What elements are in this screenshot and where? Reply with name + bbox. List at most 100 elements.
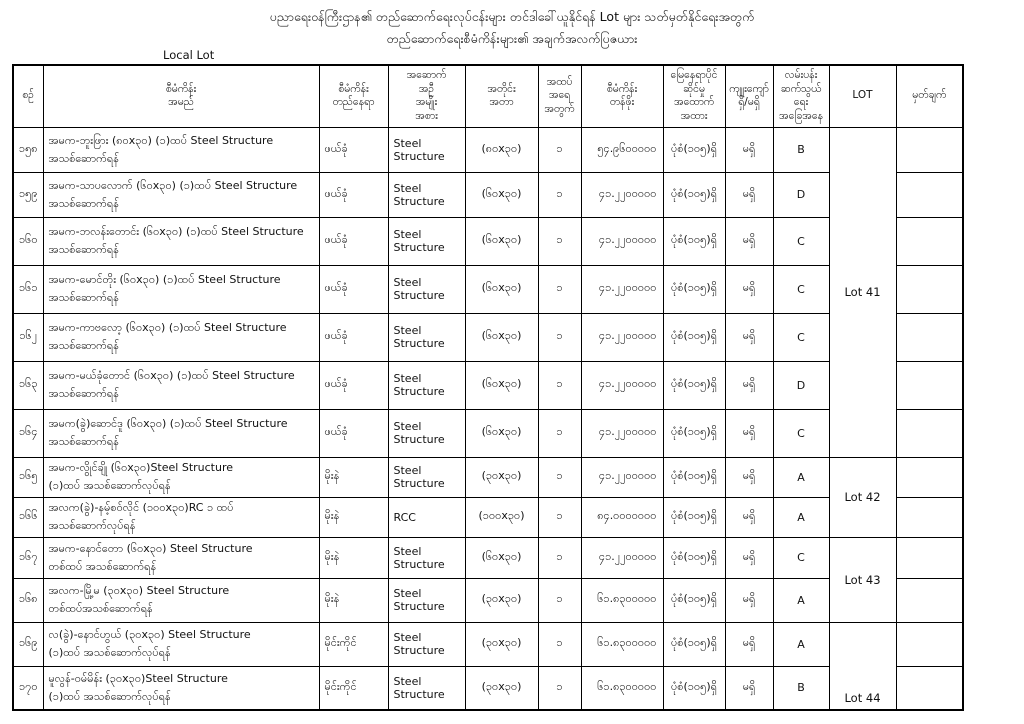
col-header-remark: မှတ်ချက် xyxy=(895,64,964,128)
cell-project-value: ၄၁.၂၂၀၀၀၀၀ xyxy=(580,536,664,579)
cell-road-condition: A xyxy=(772,456,830,498)
cell-project-name: လ(ခွဲ)-နောင်ဟွယ် (၃၀x၃၀) Steel Structure… xyxy=(42,621,320,667)
cell-road-condition: A xyxy=(772,577,830,623)
cell-project-name: အလက(ခွဲ)-နမ့်စဝ်လိုင် (၁၀၀x၃၀)RC ၁ ထပ် အ… xyxy=(42,496,320,538)
cell-remark xyxy=(895,360,964,410)
cell-encroachment: မရှိ xyxy=(724,312,774,362)
cell-project-name: အလက-မြို့မ (၃၀x၃၀) Steel Structure တစ်ထပ… xyxy=(42,577,320,623)
cell-land-ownership: ပုံစံ(၁၀၅)ရှိ xyxy=(662,665,726,711)
cell-project-name: မူလွန်-ဝမ်မိန်း (၃၀x၃၀)Steel Structure (… xyxy=(42,665,320,711)
cell-lot: Lot 41 xyxy=(828,126,897,458)
cell-road-condition: D xyxy=(772,360,830,410)
cell-road-condition: C xyxy=(772,264,830,314)
table-row: ၁၆၅ အမက-လွိုင်ချို (၆၀x၃၀)Steel Structure… xyxy=(12,456,964,538)
cell-dimension: (၃၀x၃၀) xyxy=(464,456,539,498)
cell-floor-count: ၁ xyxy=(537,360,582,410)
cell-lot: Lot 42 xyxy=(828,456,897,538)
cell-building-type: Steel Structure xyxy=(387,126,466,173)
cell-remark xyxy=(895,216,964,266)
cell-dimension: (၆၀x၃၀) xyxy=(464,408,539,458)
cell-land-ownership: ပုံစံ(၁၀၅)ရှိ xyxy=(662,577,726,623)
cell-building-type: Steel Structure xyxy=(387,408,466,458)
col-header-location: စီမံကိန်း တည်နေရာ xyxy=(318,64,389,128)
cell-dimension: (၃၀x၃၀) xyxy=(464,665,539,711)
cell-project-name: အမက-သာပလောက် (၆၀x၃၀) (၁)ထပ် Steel Struct… xyxy=(42,171,320,218)
cell-dimension: (၈၀x၃၀) xyxy=(464,126,539,173)
cell-floor-count: ၁ xyxy=(537,126,582,173)
cell-lot: Lot 44 xyxy=(828,621,897,711)
cell-lot: Lot 43 xyxy=(828,536,897,623)
cell-building-type: Steel Structure xyxy=(387,665,466,711)
cell-land-ownership: ပုံစံ(၁၀၅)ရှိ xyxy=(662,456,726,498)
cell-encroachment: မရှိ xyxy=(724,665,774,711)
col-header-project-value: စီမံကိန်း တန်ဖိုး xyxy=(580,64,664,128)
cell-project-value: ၅၄.၉၆၀၀၀၀၀ xyxy=(580,126,664,173)
cell-serial-no: ၁၆၅ xyxy=(12,456,44,498)
cell-building-type: Steel Structure xyxy=(387,536,466,579)
table-row: ၁၆၈ အလက-မြို့မ (၃၀x၃၀) Steel Structure တစ… xyxy=(12,577,964,623)
cell-road-condition: B xyxy=(772,126,830,173)
cell-floor-count: ၁ xyxy=(537,408,582,458)
col-header-road-condition: လမ်းပန်း ဆက်သွယ် ရေး အခြေအနေ xyxy=(772,64,830,128)
cell-project-value: ၈၄.၀၀၀၀၀၀၀ xyxy=(580,496,664,538)
table-row: ၁၅၉ အမက-သာပလောက် (၆၀x၃၀) (၁)ထပ် Steel Str… xyxy=(12,171,964,218)
local-lot-label: Local Lot xyxy=(163,48,215,62)
cell-project-value: ၄၁.၂၂၀၀၀၀၀ xyxy=(580,360,664,410)
cell-location: မိုးနဲ xyxy=(318,456,389,498)
cell-encroachment: မရှိ xyxy=(724,126,774,173)
cell-location: မိုးနဲ xyxy=(318,536,389,579)
cell-project-value: ၄၁.၂၂၀၀၀၀၀ xyxy=(580,171,664,218)
cell-land-ownership: ပုံစံ(၁၀၅)ရှိ xyxy=(662,126,726,173)
cell-dimension: (၆၀x၃၀) xyxy=(464,360,539,410)
cell-serial-no: ၁၇၀ xyxy=(12,665,44,711)
col-header-lot: LOT xyxy=(828,64,897,128)
cell-encroachment: မရှိ xyxy=(724,496,774,538)
cell-project-name: အမက(ခွဲ)ဆောင်ဒူ (၆၀x၃၀) (၁)ထပ် Steel Str… xyxy=(42,408,320,458)
cell-remark xyxy=(895,496,964,538)
cell-location: ဖယ်ခုံ xyxy=(318,360,389,410)
cell-project-name: အမက-မောင်တိုး (၆၀x၃၀) (၁)ထပ် Steel Struc… xyxy=(42,264,320,314)
cell-serial-no: ၁၆၇ xyxy=(12,536,44,579)
cell-encroachment: မရှိ xyxy=(724,171,774,218)
table-row: ၁၆၆ အလက(ခွဲ)-နမ့်စဝ်လိုင် (၁၀၀x၃၀)RC ၁ ထပ… xyxy=(12,496,964,538)
cell-encroachment: မရှိ xyxy=(724,360,774,410)
cell-road-condition: A xyxy=(772,621,830,667)
cell-dimension: (၆၀x၃၀) xyxy=(464,264,539,314)
cell-project-value: ၆၁.၈၃၀၀၀၀၀ xyxy=(580,621,664,667)
cell-dimension: (၁၀၀x၃၀) xyxy=(464,496,539,538)
projects-table-body: ၁၅၈ အမက-ဘူးဖြား (၈၀x၃၀) (၁)ထပ် Steel Stru… xyxy=(12,126,964,711)
table-row: ၁၆၇ အမက-နောင်တော (၆၀x၃၀) Steel Structure … xyxy=(12,536,964,623)
cell-floor-count: ၁ xyxy=(537,496,582,538)
cell-floor-count: ၁ xyxy=(537,171,582,218)
cell-floor-count: ၁ xyxy=(537,216,582,266)
cell-location: ဖယ်ခုံ xyxy=(318,171,389,218)
cell-serial-no: ၁၆၉ xyxy=(12,621,44,667)
cell-road-condition: C xyxy=(772,312,830,362)
cell-remark xyxy=(895,536,964,579)
table-row: ၁၆၁ အမက-မောင်တိုး (၆၀x၃၀) (၁)ထပ် Steel St… xyxy=(12,264,964,314)
cell-land-ownership: ပုံစံ(၁၀၅)ရှိ xyxy=(662,536,726,579)
cell-land-ownership: ပုံစံ(၁၀၅)ရှိ xyxy=(662,408,726,458)
cell-building-type: Steel Structure xyxy=(387,621,466,667)
cell-project-name: အမက-ဘလန်းတောင်း (၆၀x၃၀) (၁)ထပ် Steel Str… xyxy=(42,216,320,266)
col-header-land-ownership: မြေနေရာပိုင် ဆိုင်မှု အထောက် အထား xyxy=(662,64,726,128)
col-header-encroachment: ကျူးကျော် ရှိ/မရှိ xyxy=(724,64,774,128)
cell-serial-no: ၁၆၈ xyxy=(12,577,44,623)
cell-building-type: Steel Structure xyxy=(387,264,466,314)
cell-dimension: (၆၀x၃၀) xyxy=(464,171,539,218)
document-title: ပညာရေးဝန်ကြီးဌာန၏ တည်ဆောက်ရေးလုပ်ငန်းမျာ… xyxy=(0,6,1024,50)
cell-building-type: Steel Structure xyxy=(387,171,466,218)
cell-remark xyxy=(895,665,964,711)
cell-remark xyxy=(895,312,964,362)
cell-project-value: ၄၁.၂၂၀၀၀၀၀ xyxy=(580,456,664,498)
cell-remark xyxy=(895,408,964,458)
cell-location: ဖယ်ခုံ xyxy=(318,264,389,314)
cell-location: ဖယ်ခုံ xyxy=(318,126,389,173)
col-header-dimension: အတိုင်း အတာ xyxy=(464,64,539,128)
cell-building-type: Steel Structure xyxy=(387,216,466,266)
cell-floor-count: ၁ xyxy=(537,456,582,498)
table-row: ၁၆၃ အမက-မယ်ခုံတောင် (၆၀x၃၀) (၁)ထပ် Steel … xyxy=(12,360,964,410)
cell-dimension: (၆၀x၃၀) xyxy=(464,312,539,362)
cell-serial-no: ၁၅၈ xyxy=(12,126,44,173)
